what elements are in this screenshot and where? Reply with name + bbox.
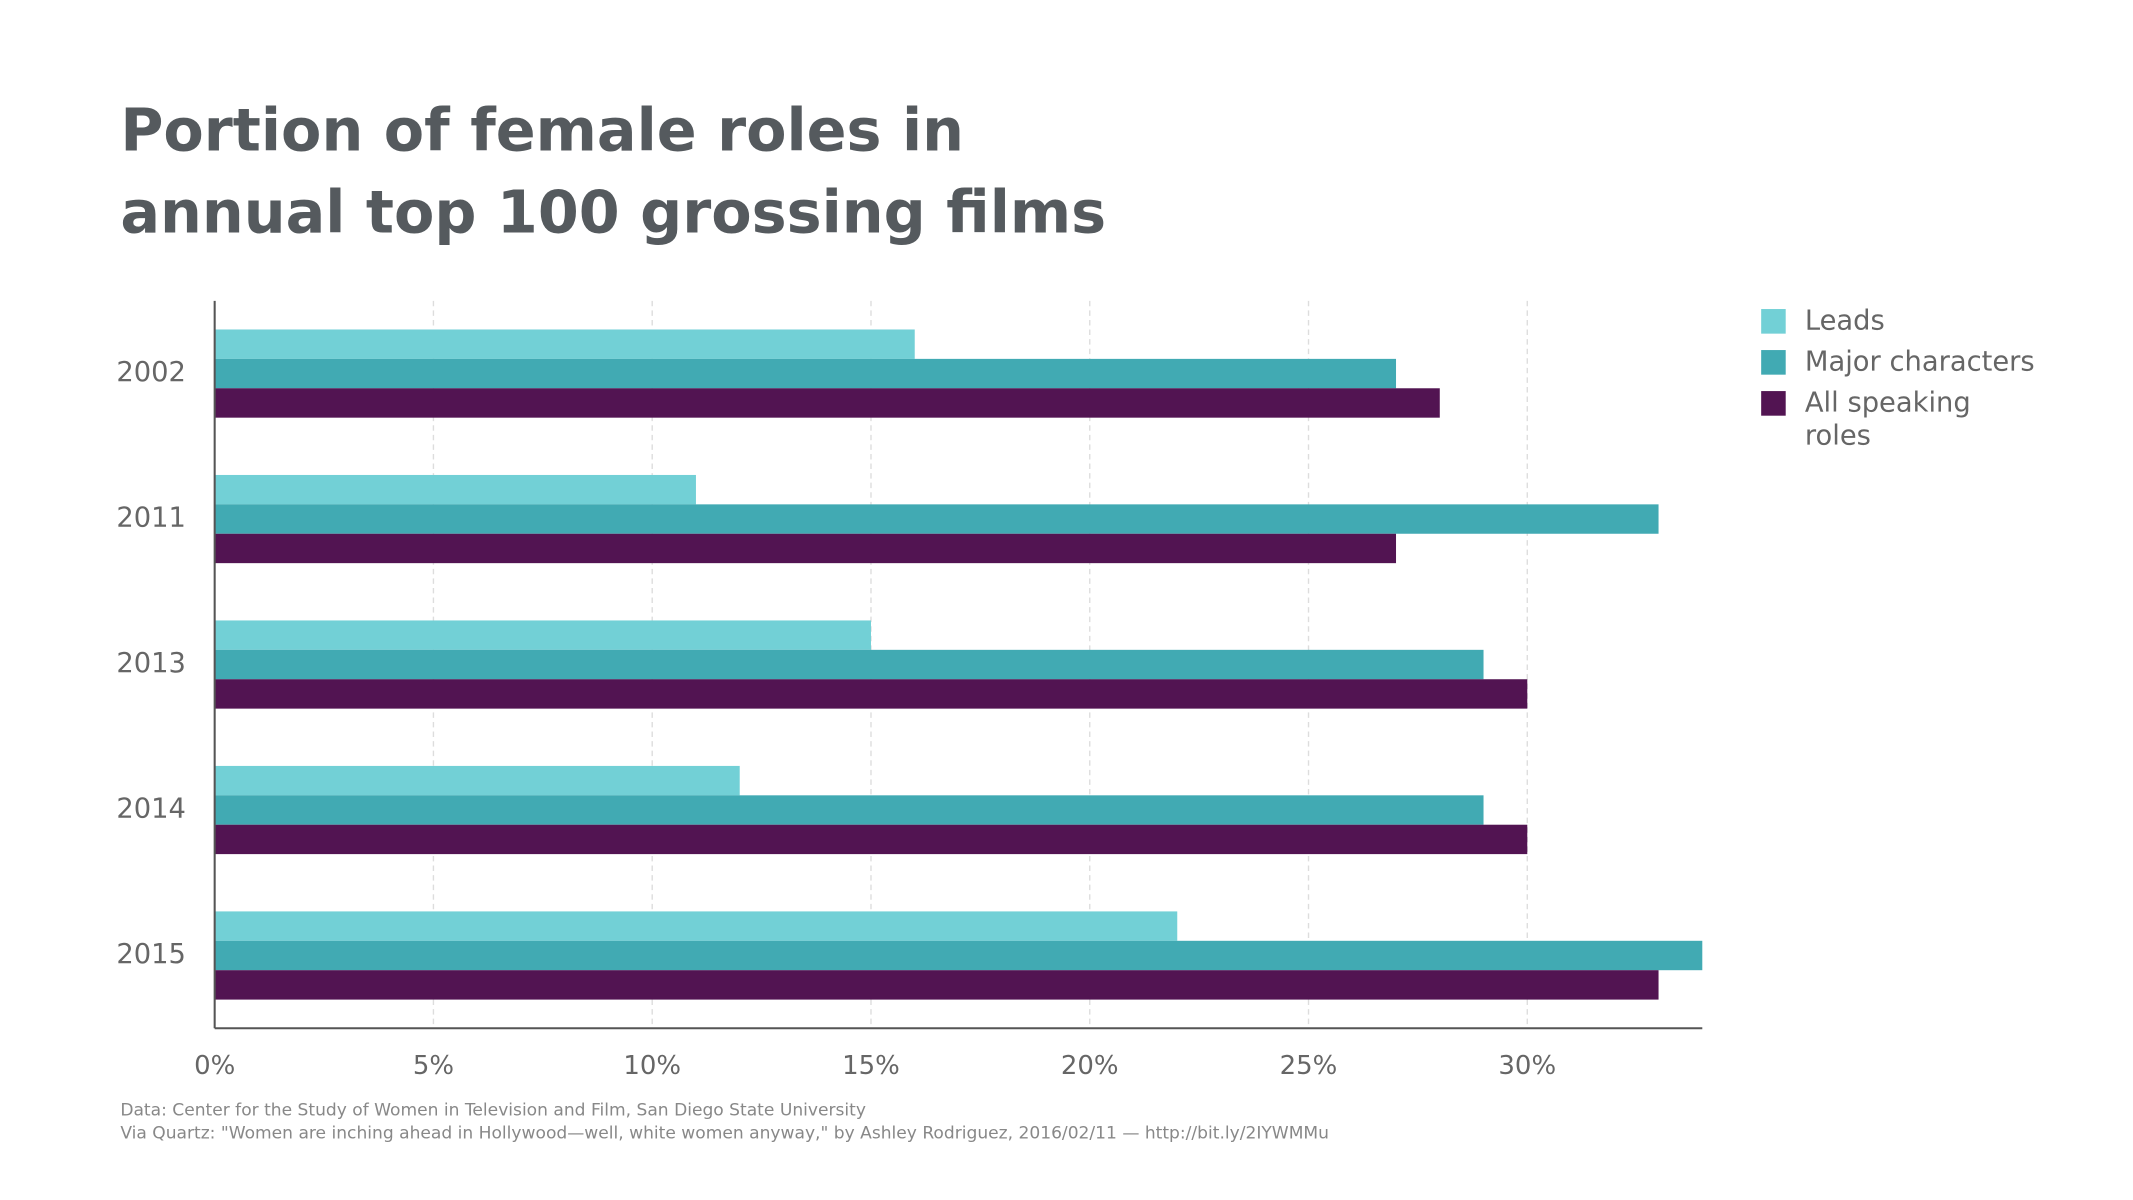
y-tick-label: 2011 <box>116 503 186 534</box>
chart-title: Portion of female roles in annual top 10… <box>120 97 1107 248</box>
y-tick-label: 2014 <box>116 794 186 825</box>
x-tick-label: 20% <box>1061 1051 1119 1081</box>
bar <box>214 474 696 505</box>
bar <box>214 329 915 359</box>
y-tick-label: 2002 <box>116 357 186 388</box>
bar <box>214 911 1178 941</box>
bar <box>214 824 1528 855</box>
source-note: Data: Center for the Study of Women in T… <box>120 1100 866 1120</box>
bar <box>214 504 1659 534</box>
legend-swatch <box>1761 350 1786 375</box>
legend: Leads Major characters All speaking roles <box>1761 303 2075 452</box>
x-tick-label: 25% <box>1280 1051 1338 1081</box>
bar <box>214 940 1703 971</box>
legend-label: All speaking roles <box>1804 385 1971 452</box>
legend-item: Leads <box>1761 303 2075 337</box>
legend-swatch <box>1761 309 1786 334</box>
bar <box>214 533 1397 564</box>
bar <box>214 970 1659 1000</box>
x-tick-label: 5% <box>413 1051 454 1081</box>
x-tick-label: 30% <box>1498 1051 1556 1081</box>
x-tick-label: 10% <box>623 1051 681 1081</box>
legend-box: Leads Major characters All speaking roles <box>1761 303 2075 452</box>
legend-item: Major characters <box>1761 344 2075 378</box>
bar <box>214 795 1484 825</box>
bar <box>214 358 1397 389</box>
bar <box>214 388 1440 418</box>
legend-label: Major characters <box>1804 344 2035 378</box>
bar <box>214 649 1484 680</box>
x-tick-label: 15% <box>842 1051 900 1081</box>
bar <box>214 620 871 650</box>
credit-note: Via Quartz: "Women are inching ahead in … <box>120 1124 1329 1144</box>
legend-swatch <box>1761 391 1786 416</box>
legend-item: All speaking roles <box>1761 385 2075 452</box>
legend-label: Leads <box>1804 303 1885 337</box>
bar <box>214 765 740 796</box>
y-tick-label: 2013 <box>116 648 186 679</box>
x-tick-label: 0% <box>194 1051 235 1081</box>
y-tick-label: 2015 <box>116 939 186 970</box>
bar <box>214 679 1528 709</box>
title-box: Portion of female roles in annual top 10… <box>120 97 1107 248</box>
